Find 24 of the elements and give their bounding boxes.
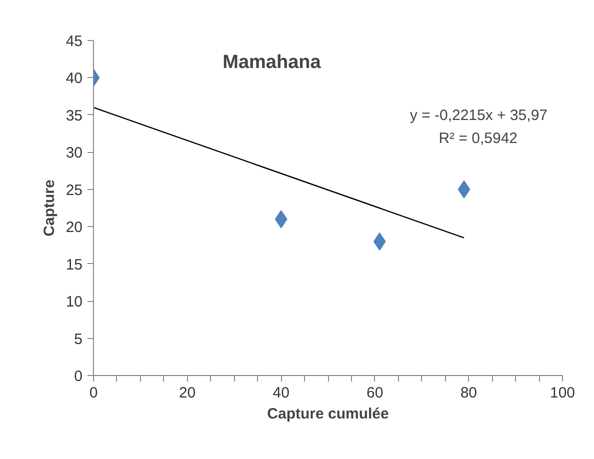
- annotation: R² = 0,5942: [438, 130, 518, 147]
- x-tick-label: 100: [550, 384, 576, 402]
- y-tick-label: 20: [66, 219, 83, 236]
- point: [458, 180, 470, 198]
- y-tick-label: 35: [66, 107, 83, 124]
- y-tick-label: 0: [74, 368, 82, 385]
- x-tick-label: 80: [460, 384, 478, 402]
- x-tick-label: 20: [178, 384, 196, 402]
- y-tick-label: 10: [66, 294, 83, 311]
- annotation: y = -0,2215x + 35,97: [410, 107, 548, 124]
- y-tick-label: 15: [66, 256, 83, 274]
- x-tick-label: 40: [272, 384, 290, 402]
- y-axis-title: Capture: [40, 180, 58, 236]
- y-tick-label: 25: [66, 182, 83, 199]
- y-tick-label: 45: [66, 33, 83, 50]
- y-tick-label: 5: [74, 330, 82, 348]
- x-tick-label: 0: [89, 384, 98, 402]
- text: Mamahana: [222, 52, 322, 73]
- x-axis-title: Capture cumulée: [267, 406, 389, 422]
- point: [274, 210, 288, 228]
- y-tick-label: 40: [66, 70, 83, 88]
- x-tick-label: 60: [366, 384, 384, 402]
- point: [373, 232, 386, 250]
- y-tick-label: 30: [66, 144, 83, 162]
